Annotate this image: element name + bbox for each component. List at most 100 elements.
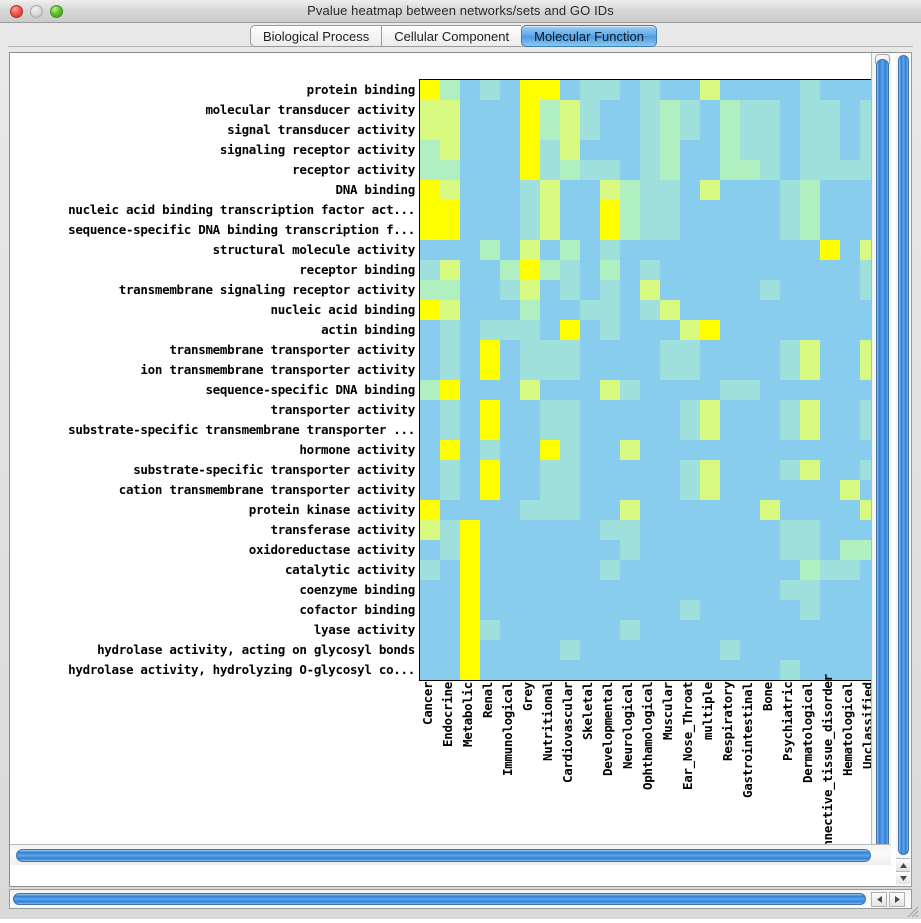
heatmap-cell[interactable] — [620, 560, 640, 580]
heatmap-cell[interactable] — [820, 380, 840, 400]
heatmap-cell[interactable] — [700, 460, 720, 480]
heatmap-cell[interactable] — [500, 100, 520, 120]
heatmap-cell[interactable] — [540, 200, 560, 220]
heatmap-cell[interactable] — [560, 300, 580, 320]
heatmap-cell[interactable] — [560, 580, 580, 600]
heatmap-cell[interactable] — [640, 120, 660, 140]
heatmap-cell[interactable] — [820, 420, 840, 440]
heatmap-cell[interactable] — [720, 600, 740, 620]
heatmap-cell[interactable] — [620, 160, 640, 180]
heatmap-cell[interactable] — [600, 300, 620, 320]
heatmap-cell[interactable] — [700, 600, 720, 620]
heatmap-cell[interactable] — [640, 560, 660, 580]
heatmap-cell[interactable] — [580, 500, 600, 520]
heatmap-cell[interactable] — [800, 140, 820, 160]
heatmap-cell[interactable] — [840, 500, 860, 520]
heatmap-cell[interactable] — [820, 660, 840, 680]
heatmap-cell[interactable] — [540, 400, 560, 420]
heatmap-cell[interactable] — [700, 300, 720, 320]
heatmap-cell[interactable] — [440, 540, 460, 560]
heatmap-cell[interactable] — [500, 600, 520, 620]
heatmap-cell[interactable] — [560, 500, 580, 520]
heatmap-cell[interactable] — [440, 580, 460, 600]
heatmap-cell[interactable] — [560, 200, 580, 220]
heatmap-cell[interactable] — [580, 180, 600, 200]
heatmap-cell[interactable] — [440, 240, 460, 260]
heatmap-cell[interactable] — [640, 540, 660, 560]
heatmap-cell[interactable] — [720, 320, 740, 340]
inner-horizontal-scroll-thumb[interactable] — [16, 849, 871, 862]
heatmap-cell[interactable] — [620, 300, 640, 320]
heatmap-cell[interactable] — [720, 100, 740, 120]
minimize-button[interactable] — [30, 5, 43, 18]
heatmap-cell[interactable] — [540, 640, 560, 660]
heatmap-cell[interactable] — [460, 440, 480, 460]
heatmap-cell[interactable] — [760, 280, 780, 300]
heatmap-cell[interactable] — [460, 360, 480, 380]
heatmap-cell[interactable] — [820, 140, 840, 160]
heatmap-cell[interactable] — [740, 140, 760, 160]
heatmap-cell[interactable] — [760, 440, 780, 460]
heatmap-cell[interactable] — [840, 440, 860, 460]
heatmap-cell[interactable] — [480, 240, 500, 260]
heatmap-cell[interactable] — [520, 180, 540, 200]
heatmap-cell[interactable] — [420, 380, 440, 400]
heatmap-cell[interactable] — [480, 540, 500, 560]
heatmap-cell[interactable] — [580, 580, 600, 600]
heatmap-cell[interactable] — [800, 640, 820, 660]
heatmap-cell[interactable] — [500, 140, 520, 160]
heatmap-cell[interactable] — [660, 560, 680, 580]
heatmap-cell[interactable] — [840, 420, 860, 440]
heatmap-cell[interactable] — [460, 380, 480, 400]
heatmap-cell[interactable] — [620, 120, 640, 140]
resize-grip[interactable] — [906, 905, 919, 918]
heatmap-cell[interactable] — [740, 460, 760, 480]
heatmap-cell[interactable] — [800, 180, 820, 200]
heatmap-cell[interactable] — [600, 120, 620, 140]
heatmap-cell[interactable] — [480, 380, 500, 400]
heatmap-cell[interactable] — [820, 640, 840, 660]
heatmap-cell[interactable] — [700, 440, 720, 460]
heatmap-cell[interactable] — [740, 380, 760, 400]
heatmap-cell[interactable] — [840, 300, 860, 320]
heatmap-cell[interactable] — [480, 440, 500, 460]
heatmap-cell[interactable] — [800, 480, 820, 500]
heatmap-cell[interactable] — [620, 320, 640, 340]
heatmap-cell[interactable] — [620, 240, 640, 260]
heatmap-cell[interactable] — [480, 100, 500, 120]
heatmap-cell[interactable] — [500, 220, 520, 240]
heatmap-cell[interactable] — [580, 640, 600, 660]
heatmap-cell[interactable] — [780, 620, 800, 640]
heatmap-cell[interactable] — [640, 220, 660, 240]
heatmap-cell[interactable] — [640, 260, 660, 280]
heatmap-cell[interactable] — [760, 300, 780, 320]
heatmap-cell[interactable] — [540, 240, 560, 260]
heatmap-cell[interactable] — [560, 400, 580, 420]
heatmap-cell[interactable] — [660, 160, 680, 180]
heatmap-cell[interactable] — [840, 160, 860, 180]
heatmap-cell[interactable] — [640, 600, 660, 620]
heatmap-cell[interactable] — [780, 300, 800, 320]
heatmap-cell[interactable] — [760, 520, 780, 540]
heatmap-cell[interactable] — [460, 600, 480, 620]
heatmap-cell[interactable] — [540, 660, 560, 680]
heatmap-cell[interactable] — [760, 640, 780, 660]
heatmap-cell[interactable] — [480, 160, 500, 180]
heatmap-cell[interactable] — [540, 580, 560, 600]
heatmap-cell[interactable] — [660, 260, 680, 280]
heatmap-cell[interactable] — [700, 200, 720, 220]
heatmap-cell[interactable] — [520, 120, 540, 140]
heatmap-cell[interactable] — [780, 500, 800, 520]
heatmap-cell[interactable] — [720, 560, 740, 580]
heatmap-cell[interactable] — [740, 500, 760, 520]
heatmap-cell[interactable] — [780, 660, 800, 680]
heatmap-cell[interactable] — [700, 580, 720, 600]
heatmap-cell[interactable] — [720, 400, 740, 420]
heatmap-cell[interactable] — [460, 400, 480, 420]
heatmap-cell[interactable] — [660, 140, 680, 160]
heatmap-cell[interactable] — [480, 480, 500, 500]
heatmap-cell[interactable] — [500, 560, 520, 580]
heatmap-cell[interactable] — [560, 420, 580, 440]
heatmap-cell[interactable] — [660, 120, 680, 140]
heatmap-cell[interactable] — [660, 540, 680, 560]
